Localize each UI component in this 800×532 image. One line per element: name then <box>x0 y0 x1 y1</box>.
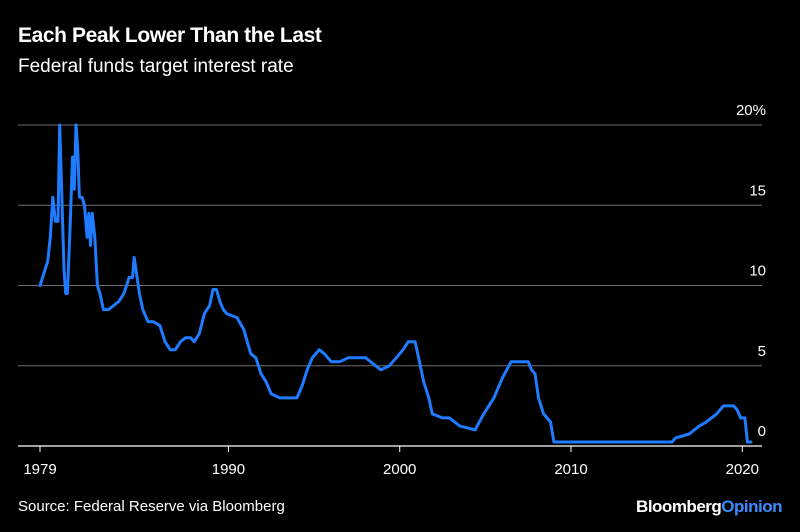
x-tick-label: 1979 <box>23 461 56 478</box>
x-tick-label: 1990 <box>212 461 245 478</box>
gridlines <box>18 124 762 447</box>
brand-main: Bloomberg <box>636 497 722 516</box>
brand-logo: BloombergOpinion <box>636 497 782 517</box>
x-axis-tick-labels: 1979 1990 2000 2010 2020 <box>23 446 759 478</box>
y-tick-label: 10 <box>749 263 766 280</box>
y-tick-label: 5 <box>758 343 766 360</box>
x-tick-label: 2010 <box>554 461 587 478</box>
y-tick-label: 15 <box>749 182 766 199</box>
series-line <box>38 123 753 444</box>
y-axis-tick-labels: 0 5 10 15 20% <box>736 102 766 440</box>
chart-subtitle: Federal funds target interest rate <box>18 56 294 77</box>
brand-accent: Opinion <box>721 497 782 516</box>
source-note: Source: Federal Reserve via Bloomberg <box>18 498 285 515</box>
series-group <box>38 123 753 444</box>
chart-title: Each Peak Lower Than the Last <box>18 24 322 47</box>
y-tick-label: 20% <box>736 102 766 119</box>
x-tick-label: 2000 <box>383 461 416 478</box>
y-tick-label: 0 <box>758 423 766 440</box>
x-tick-label: 2020 <box>726 461 759 478</box>
